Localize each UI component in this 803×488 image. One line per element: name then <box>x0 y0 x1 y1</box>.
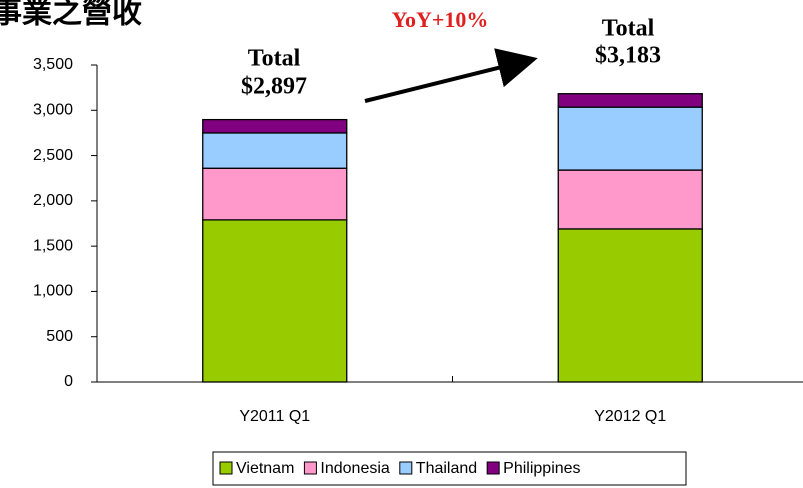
legend-label: Indonesia <box>320 460 389 477</box>
annotation: Total <box>602 16 655 42</box>
legend-label: Philippines <box>503 460 580 477</box>
x-tick-label: Y2012 Q1 <box>594 408 666 425</box>
legend-swatch <box>303 461 317 475</box>
legend-label: Thailand <box>416 460 477 477</box>
arrow <box>364 48 538 103</box>
bar-segment <box>202 132 348 169</box>
plot-area: 0 500 1,000 1,500 2,000 2,500 3,000 3,500 Y2011 … <box>33 56 803 425</box>
y-tick-label: 1,500 <box>33 237 73 254</box>
annotation: $3,183 <box>595 43 661 69</box>
bar-segment <box>557 169 703 230</box>
legend-swatch <box>219 461 233 475</box>
y-tick-label: 3,000 <box>33 102 73 119</box>
bar-segment <box>202 118 348 134</box>
bar-segment <box>557 106 703 171</box>
y-tick-label: 1,000 <box>33 283 73 300</box>
legend: Vietnam Indonesia Thailand Philippines <box>219 460 581 477</box>
bar-segment <box>557 93 703 108</box>
legend-label: Vietnam <box>236 460 294 477</box>
legend-swatch <box>486 461 500 475</box>
legend-swatch <box>399 461 413 475</box>
x-tick-label: Y2011 Q1 <box>239 408 310 425</box>
y-tick-label: 2,500 <box>33 147 73 164</box>
y-tick-label: 500 <box>46 328 73 345</box>
annotation: Total <box>248 46 301 72</box>
y-tick-label: 3,500 <box>33 56 73 73</box>
y-tick-label: 0 <box>64 373 73 390</box>
y-tick-label: 2,000 <box>33 192 73 209</box>
bar-segment <box>202 167 348 221</box>
annotation: YoY+10% <box>392 7 489 32</box>
legend-box <box>212 451 687 486</box>
bar-segment <box>557 228 703 383</box>
chart-title: 事業之營收 <box>0 0 142 31</box>
annotation: $2,897 <box>241 74 307 100</box>
bar-segment <box>202 219 348 383</box>
